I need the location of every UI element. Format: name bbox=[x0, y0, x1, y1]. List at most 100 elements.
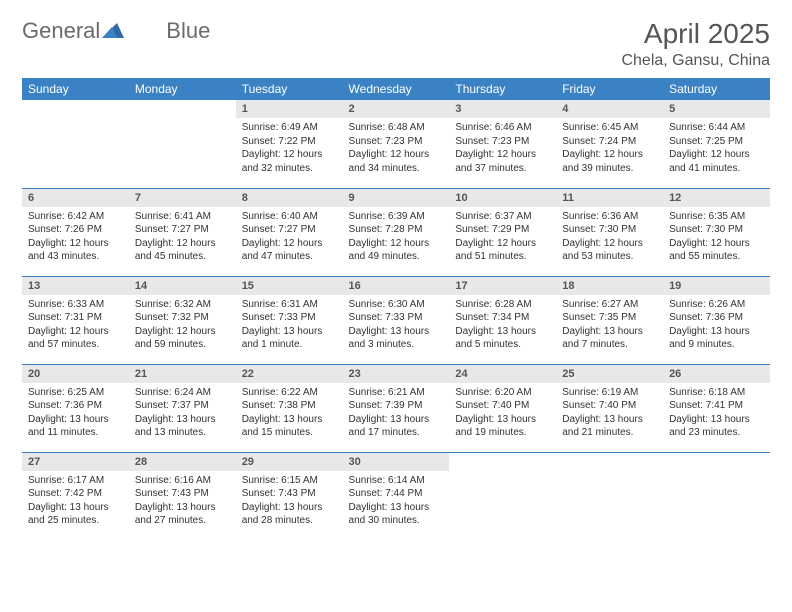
day-content: Sunrise: 6:22 AMSunset: 7:38 PMDaylight:… bbox=[236, 383, 343, 443]
calendar-row: 27Sunrise: 6:17 AMSunset: 7:42 PMDayligh… bbox=[22, 452, 770, 540]
day-number: 9 bbox=[343, 189, 450, 207]
sunrise-text: Sunrise: 6:33 AM bbox=[28, 298, 123, 312]
day-number: 22 bbox=[236, 365, 343, 383]
sunset-text: Sunset: 7:23 PM bbox=[349, 135, 444, 149]
day-number: 11 bbox=[556, 189, 663, 207]
sunset-text: Sunset: 7:31 PM bbox=[28, 311, 123, 325]
sunset-text: Sunset: 7:32 PM bbox=[135, 311, 230, 325]
sunset-text: Sunset: 7:40 PM bbox=[455, 399, 550, 413]
logo: General Blue bbox=[22, 18, 210, 44]
sunrise-text: Sunrise: 6:48 AM bbox=[349, 121, 444, 135]
sunrise-text: Sunrise: 6:14 AM bbox=[349, 474, 444, 488]
daylight-text: Daylight: 13 hours and 15 minutes. bbox=[242, 413, 337, 440]
calendar-cell bbox=[556, 452, 663, 540]
calendar-cell: 26Sunrise: 6:18 AMSunset: 7:41 PMDayligh… bbox=[663, 364, 770, 452]
sunrise-text: Sunrise: 6:24 AM bbox=[135, 386, 230, 400]
day-content: Sunrise: 6:39 AMSunset: 7:28 PMDaylight:… bbox=[343, 207, 450, 267]
sunrise-text: Sunrise: 6:46 AM bbox=[455, 121, 550, 135]
calendar-row: 13 Sunrise: 6:33 AMSunset: 7:31 PM Dayligh… bbox=[22, 276, 770, 364]
sunrise-text: Sunrise: 6:49 AM bbox=[242, 121, 337, 135]
sunset-text: Sunset: 7:38 PM bbox=[242, 399, 337, 413]
day-number: 28 bbox=[129, 453, 236, 471]
day-content: Sunrise: 6:25 AMSunset: 7:36 PMDaylight:… bbox=[22, 383, 129, 443]
sunrise-text: Sunrise: 6:41 AM bbox=[135, 210, 230, 224]
sunrise-text: Sunrise: 6:40 AM bbox=[242, 210, 337, 224]
day-content: Sunrise: 6:19 AMSunset: 7:40 PMDaylight:… bbox=[556, 383, 663, 443]
header: General Blue April 2025 Chela, Gansu, Ch… bbox=[22, 18, 770, 70]
calendar-cell: 2Sunrise: 6:48 AMSunset: 7:23 PMDaylight… bbox=[343, 100, 450, 188]
daylight-text: Daylight: 13 hours and 13 minutes. bbox=[135, 413, 230, 440]
daylight-text: Daylight: 13 hours and 7 minutes. bbox=[562, 325, 657, 352]
sunset-text: Sunset: 7:26 PM bbox=[28, 223, 123, 237]
day-number: 23 bbox=[343, 365, 450, 383]
sunset-text: Sunset: 7:44 PM bbox=[349, 487, 444, 501]
day-content: Sunrise: 6:37 AMSunset: 7:29 PMDaylight:… bbox=[449, 207, 556, 267]
triangle-icon bbox=[102, 20, 124, 43]
sunset-text: Sunset: 7:25 PM bbox=[669, 135, 764, 149]
calendar-cell: 27Sunrise: 6:17 AMSunset: 7:42 PMDayligh… bbox=[22, 452, 129, 540]
sunrise-text: Sunrise: 6:15 AM bbox=[242, 474, 337, 488]
sunrise-text: Sunrise: 6:19 AM bbox=[562, 386, 657, 400]
day-number: 7 bbox=[129, 189, 236, 207]
day-content: Sunrise: 6:24 AMSunset: 7:37 PMDaylight:… bbox=[129, 383, 236, 443]
sunset-text: Sunset: 7:36 PM bbox=[669, 311, 764, 325]
calendar-cell: 25Sunrise: 6:19 AMSunset: 7:40 PMDayligh… bbox=[556, 364, 663, 452]
weekday-sunday: Sunday bbox=[22, 78, 129, 100]
calendar-cell: 17Sunrise: 6:28 AMSunset: 7:34 PMDayligh… bbox=[449, 276, 556, 364]
day-content: Sunrise: 6:31 AMSunset: 7:33 PMDaylight:… bbox=[236, 295, 343, 355]
day-number: 3 bbox=[449, 100, 556, 118]
sunset-text: Sunset: 7:35 PM bbox=[562, 311, 657, 325]
sunrise-text: Sunrise: 6:32 AM bbox=[135, 298, 230, 312]
day-number: 13 bbox=[22, 277, 129, 295]
day-content: Sunrise: 6:46 AMSunset: 7:23 PMDaylight:… bbox=[449, 118, 556, 178]
day-number: 12 bbox=[663, 189, 770, 207]
logo-text-blue: Blue bbox=[166, 18, 210, 44]
daylight-text: Daylight: 12 hours and 49 minutes. bbox=[349, 237, 444, 264]
day-content: Sunrise: 6:45 AMSunset: 7:24 PMDaylight:… bbox=[556, 118, 663, 178]
sunrise-text: Sunrise: 6:21 AM bbox=[349, 386, 444, 400]
calendar-cell bbox=[22, 100, 129, 188]
day-number: 19 bbox=[663, 277, 770, 295]
calendar-cell: 8Sunrise: 6:40 AMSunset: 7:27 PMDaylight… bbox=[236, 188, 343, 276]
sunrise-text: Sunrise: 6:25 AM bbox=[28, 386, 123, 400]
daylight-text: Daylight: 12 hours and 53 minutes. bbox=[562, 237, 657, 264]
day-number: 10 bbox=[449, 189, 556, 207]
sunrise-text: Sunrise: 6:22 AM bbox=[242, 386, 337, 400]
calendar-cell: 16Sunrise: 6:30 AMSunset: 7:33 PMDayligh… bbox=[343, 276, 450, 364]
sunset-text: Sunset: 7:23 PM bbox=[455, 135, 550, 149]
day-content: Sunrise: 6:44 AMSunset: 7:25 PMDaylight:… bbox=[663, 118, 770, 178]
day-content: Sunrise: 6:20 AMSunset: 7:40 PMDaylight:… bbox=[449, 383, 556, 443]
day-content: Sunrise: 6:27 AMSunset: 7:35 PMDaylight:… bbox=[556, 295, 663, 355]
calendar-cell bbox=[129, 100, 236, 188]
sunset-text: Sunset: 7:22 PM bbox=[242, 135, 337, 149]
sunrise-text: Sunrise: 6:37 AM bbox=[455, 210, 550, 224]
day-number: 29 bbox=[236, 453, 343, 471]
day-number: 25 bbox=[556, 365, 663, 383]
day-number: 2 bbox=[343, 100, 450, 118]
day-number: 6 bbox=[22, 189, 129, 207]
daylight-text: Daylight: 13 hours and 19 minutes. bbox=[455, 413, 550, 440]
calendar-cell: 10Sunrise: 6:37 AMSunset: 7:29 PMDayligh… bbox=[449, 188, 556, 276]
day-number: 24 bbox=[449, 365, 556, 383]
sunset-text: Sunset: 7:40 PM bbox=[562, 399, 657, 413]
weekday-thursday: Thursday bbox=[449, 78, 556, 100]
day-content: Sunrise: 6:35 AMSunset: 7:30 PMDaylight:… bbox=[663, 207, 770, 267]
calendar-cell: 28Sunrise: 6:16 AMSunset: 7:43 PMDayligh… bbox=[129, 452, 236, 540]
sunrise-text: Sunrise: 6:20 AM bbox=[455, 386, 550, 400]
calendar-row: 6Sunrise: 6:42 AMSunset: 7:26 PMDaylight… bbox=[22, 188, 770, 276]
day-number: 27 bbox=[22, 453, 129, 471]
calendar-cell: 24Sunrise: 6:20 AMSunset: 7:40 PMDayligh… bbox=[449, 364, 556, 452]
day-number: 5 bbox=[663, 100, 770, 118]
sunrise-text: Sunrise: 6:16 AM bbox=[135, 474, 230, 488]
calendar-cell: 7Sunrise: 6:41 AMSunset: 7:27 PMDaylight… bbox=[129, 188, 236, 276]
daylight-text: Daylight: 13 hours and 28 minutes. bbox=[242, 501, 337, 528]
calendar-cell bbox=[449, 452, 556, 540]
calendar-cell bbox=[663, 452, 770, 540]
day-content: Sunrise: 6:40 AMSunset: 7:27 PMDaylight:… bbox=[236, 207, 343, 267]
daylight-text: Daylight: 13 hours and 1 minute. bbox=[242, 325, 337, 352]
sunset-text: Sunset: 7:37 PM bbox=[135, 399, 230, 413]
sunset-text: Sunset: 7:29 PM bbox=[455, 223, 550, 237]
sunset-text: Sunset: 7:34 PM bbox=[455, 311, 550, 325]
day-number: 21 bbox=[129, 365, 236, 383]
day-number: 30 bbox=[343, 453, 450, 471]
